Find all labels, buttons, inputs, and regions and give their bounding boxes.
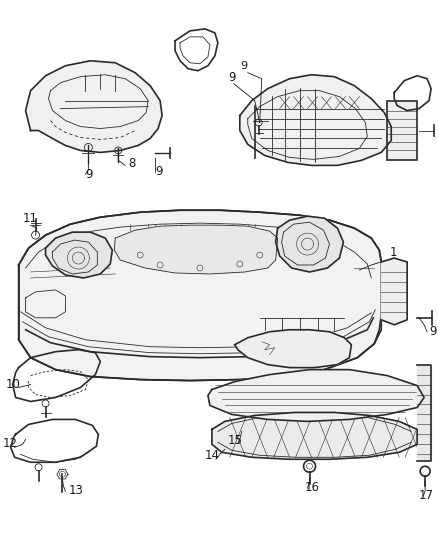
Text: 16: 16 [304, 481, 320, 494]
Polygon shape [276, 216, 343, 272]
Text: 9: 9 [429, 325, 437, 338]
Polygon shape [46, 232, 112, 278]
Text: 15: 15 [228, 434, 243, 447]
Text: 10: 10 [6, 377, 21, 391]
Polygon shape [417, 365, 431, 461]
Text: 9: 9 [228, 71, 235, 84]
Polygon shape [114, 225, 278, 274]
Polygon shape [240, 75, 391, 165]
Bar [387, 101, 417, 160]
Polygon shape [208, 369, 424, 422]
Text: 1: 1 [389, 246, 397, 259]
Polygon shape [235, 330, 351, 368]
Polygon shape [25, 61, 162, 152]
Text: 9: 9 [85, 168, 93, 181]
Text: 11: 11 [23, 212, 38, 225]
Polygon shape [19, 210, 381, 381]
Text: 17: 17 [419, 489, 434, 502]
Text: 12: 12 [3, 437, 18, 450]
Text: 9: 9 [240, 61, 247, 71]
Text: 9: 9 [155, 165, 162, 179]
Polygon shape [212, 413, 417, 459]
Text: 14: 14 [205, 449, 220, 462]
Text: 13: 13 [68, 484, 83, 497]
Text: 8: 8 [128, 157, 136, 171]
Polygon shape [381, 258, 407, 325]
